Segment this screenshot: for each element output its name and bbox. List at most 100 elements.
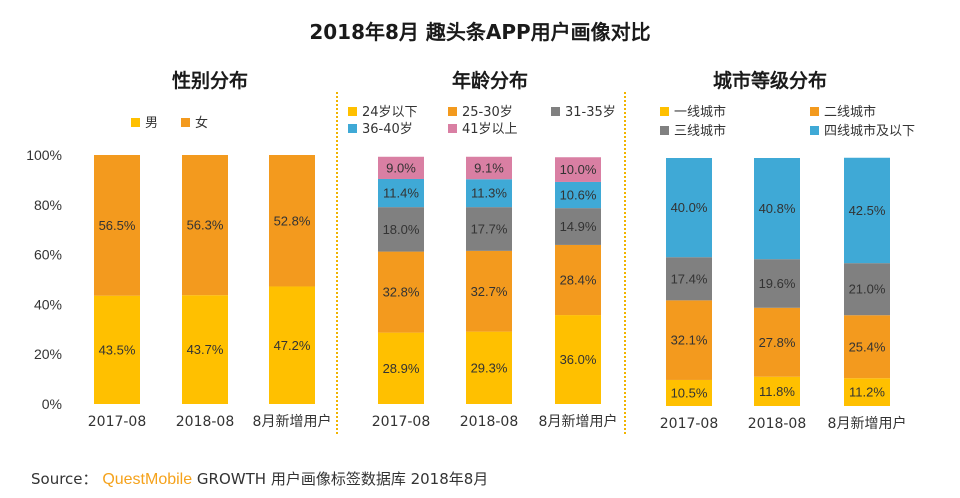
category-label: 2017-08 (372, 414, 431, 430)
bar-segment (466, 331, 512, 404)
bar-segment (182, 295, 228, 404)
legend-swatch (551, 107, 560, 116)
bar-segment (269, 286, 315, 404)
data-label: 21.0% (849, 282, 886, 297)
legend-swatch (660, 107, 669, 116)
source-suffix: GROWTH 用户画像标签数据库 2018年8月 (196, 470, 489, 488)
bar-segment (466, 156, 512, 180)
legend-label: 24岁以下 (362, 105, 418, 120)
bar-segment (754, 259, 800, 308)
bar-segment (754, 158, 800, 260)
legend-label: 女 (195, 115, 208, 131)
legend-label: 二线城市 (824, 104, 876, 120)
data-label: 36.0% (560, 352, 597, 367)
legend-label: 41岁以上 (462, 122, 518, 137)
data-label: 40.0% (671, 200, 708, 215)
data-label: 28.9% (383, 361, 420, 376)
bar-segment (844, 315, 890, 379)
bar-segment (555, 181, 601, 209)
data-label: 52.8% (274, 213, 311, 228)
bar-segment (844, 157, 890, 264)
data-label: 40.8% (759, 201, 796, 216)
data-label: 25.4% (849, 339, 886, 354)
category-label: 2017-08 (660, 416, 719, 432)
legend-label: 31-35岁 (565, 105, 616, 120)
data-label: 17.7% (471, 222, 508, 237)
legend-swatch (660, 126, 669, 135)
legend-label: 36-40岁 (362, 122, 413, 137)
bar-segment (378, 156, 424, 179)
legend-label: 一线城市 (674, 104, 726, 120)
bar-segment (182, 155, 228, 296)
bar-segment (754, 376, 800, 406)
data-label: 10.6% (560, 188, 597, 203)
panel-divider (336, 92, 338, 434)
bar-segment (555, 208, 601, 245)
bar-segment (844, 263, 890, 316)
data-label: 27.8% (759, 335, 796, 350)
legend-swatch (448, 124, 457, 133)
legend-swatch (810, 126, 819, 135)
data-label: 19.6% (759, 276, 796, 291)
panel-divider (624, 92, 626, 434)
data-label: 43.5% (99, 342, 136, 357)
bar-segment (666, 300, 712, 380)
bar-segment (94, 155, 140, 296)
source-prefix: Source： (31, 470, 98, 488)
y-tick-label: 60% (34, 247, 62, 263)
y-tick-label: 100% (26, 147, 62, 163)
legend-swatch (181, 118, 190, 127)
source-note: Source： QuestMobile GROWTH 用户画像标签数据库 201… (31, 468, 488, 489)
bar-segment (378, 207, 424, 252)
category-label: 8月新增用户 (828, 415, 907, 432)
bar-segment (466, 207, 512, 251)
data-label: 28.4% (560, 273, 597, 288)
bar-segment (466, 179, 512, 208)
panel-title-age: 年龄分布 (451, 70, 528, 92)
data-label: 47.2% (274, 338, 311, 353)
category-label: 2018-08 (460, 414, 519, 430)
data-label: 18.0% (383, 222, 420, 237)
bar-segment (555, 244, 601, 316)
data-label: 11.4% (383, 186, 419, 201)
chart-title: 2018年8月 趣头条APP用户画像对比 (309, 20, 651, 44)
data-label: 56.3% (187, 218, 224, 233)
y-tick-label: 0% (42, 396, 62, 412)
y-tick-label: 80% (34, 197, 62, 213)
data-label: 10.0% (560, 162, 597, 177)
data-label: 17.4% (671, 271, 708, 286)
legend-label: 25-30岁 (462, 105, 513, 120)
legend-swatch (448, 107, 457, 116)
bar-segment (666, 379, 712, 406)
data-label: 11.3% (471, 186, 507, 201)
data-label: 32.7% (471, 284, 508, 299)
legend-swatch (131, 118, 140, 127)
legend-label: 四线城市及以下 (824, 123, 915, 139)
category-label: 2017-08 (88, 414, 147, 430)
y-tick-label: 20% (34, 346, 62, 362)
bar-segment (466, 250, 512, 332)
data-label: 9.0% (386, 160, 416, 175)
y-tick-label: 40% (34, 296, 62, 312)
bar-segment (666, 257, 712, 301)
category-label: 8月新增用户 (253, 413, 332, 430)
bar-segment (269, 155, 315, 287)
data-label: 32.8% (383, 285, 420, 300)
panel-title-gender: 性别分布 (171, 70, 248, 92)
data-label: 56.5% (99, 218, 136, 233)
data-label: 10.5% (671, 386, 708, 401)
category-label: 8月新增用户 (539, 413, 618, 430)
category-label: 2018-08 (176, 414, 235, 430)
legend-label: 男 (145, 116, 158, 131)
bar-segment (666, 158, 712, 258)
legend-swatch (810, 107, 819, 116)
data-label: 9.1% (474, 161, 504, 176)
data-label: 29.3% (471, 360, 508, 375)
legend-swatch (348, 107, 357, 116)
legend-label: 三线城市 (674, 123, 726, 139)
panel-title-city: 城市等级分布 (712, 70, 827, 92)
bar-segment (378, 332, 424, 404)
bar-segment (555, 315, 601, 404)
data-label: 32.1% (671, 333, 708, 348)
